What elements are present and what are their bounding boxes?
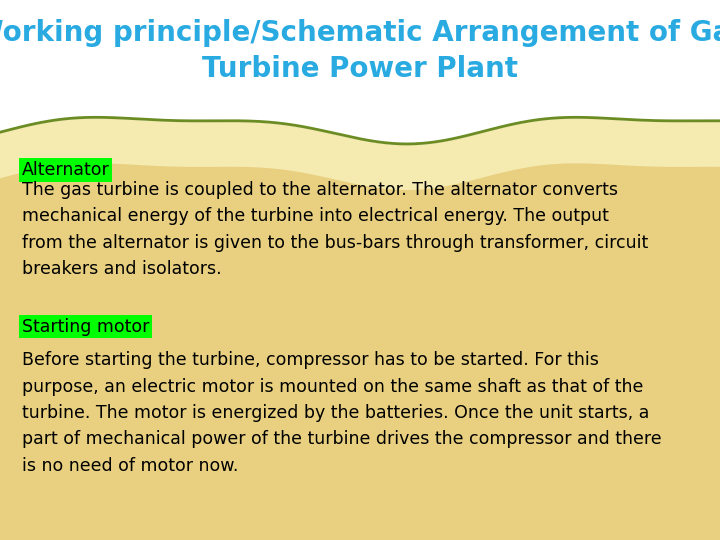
Text: Working principle/Schematic Arrangement of Gas
Turbine Power Plant: Working principle/Schematic Arrangement …	[0, 19, 720, 83]
Text: Before starting the turbine, compressor has to be started. For this
purpose, an : Before starting the turbine, compressor …	[22, 352, 661, 475]
Text: Starting motor: Starting motor	[22, 318, 149, 336]
Text: Alternator: Alternator	[22, 161, 109, 179]
Text: The gas turbine is coupled to the alternator. The alternator converts
mechanical: The gas turbine is coupled to the altern…	[22, 181, 648, 278]
